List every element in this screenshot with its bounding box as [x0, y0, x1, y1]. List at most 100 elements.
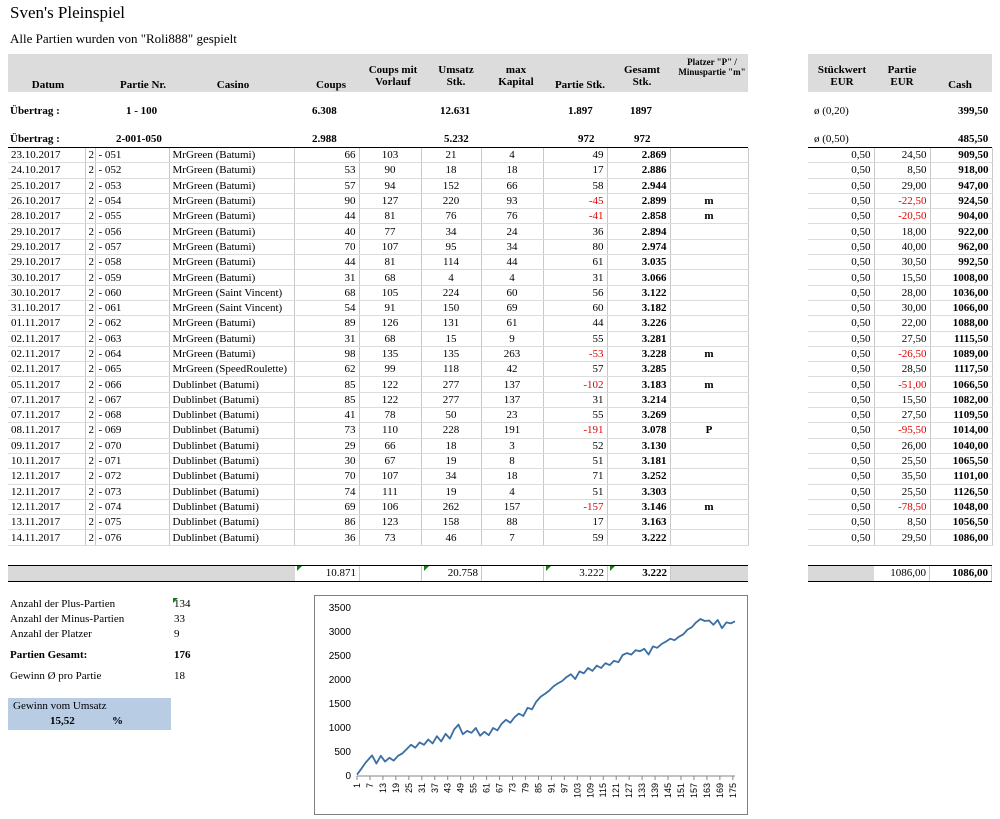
- cumulative-line-chart: 0 500 1000 1500 2000 2500 3000 3500 1 7 13 19 25 31 37…: [314, 595, 748, 815]
- table-row: 0,50 24,50 909,50: [808, 148, 993, 164]
- cell-series: 2: [85, 331, 96, 347]
- cell-platzer: [670, 223, 749, 240]
- games-table: 23.10.2017 2- 051 MrGreen (Batumi) 66 103 21 4…: [8, 148, 749, 546]
- cell-cash: 1082,00: [930, 392, 993, 409]
- uebertrag-gesamt: 1897: [630, 105, 652, 117]
- cell-stueckwert: 0,50: [808, 453, 875, 470]
- cell-partie-stk: 31: [543, 269, 608, 286]
- y-tick-label: 2500: [329, 651, 352, 662]
- cell-coups: 31: [294, 269, 360, 286]
- cell-coups: 57: [294, 178, 360, 194]
- header-cash: Cash: [948, 79, 972, 91]
- uebertrag-nr: 2-001-050: [116, 133, 162, 145]
- cell-gesamt-stk: 3.066: [607, 269, 671, 286]
- cell-gesamt-stk: 3.078: [607, 422, 671, 439]
- stat-plus-label: Anzahl der Plus-Partien: [10, 598, 116, 610]
- cell-umsatz: 131: [421, 315, 482, 332]
- table-row: 0,50 8,50 1056,50: [808, 514, 993, 531]
- cell-cash: 1115,50: [930, 331, 993, 347]
- cell-series: 2: [85, 376, 96, 393]
- cell-casino: MrGreen (Saint Vincent): [169, 285, 295, 301]
- cell-partie-stk: 71: [543, 468, 608, 485]
- cell-stueckwert: 0,50: [808, 269, 875, 286]
- cell-series: 2: [85, 162, 96, 179]
- cell-coups: 70: [294, 239, 360, 256]
- cell-series: 2: [85, 407, 96, 424]
- cell-datum: 29.10.2017: [8, 254, 86, 271]
- cell-casino: MrGreen (Batumi): [169, 269, 295, 286]
- cell-partie-stk: 80: [543, 239, 608, 256]
- cell-cash: 904,00: [930, 208, 993, 225]
- cell-datum: 25.10.2017: [8, 178, 86, 194]
- cell-coups: 85: [294, 376, 360, 393]
- page-subtitle: Alle Partien wurden von "Roli888" gespie…: [10, 31, 237, 46]
- cell-series: 2: [85, 254, 96, 271]
- cell-platzer: [670, 331, 749, 347]
- table-row: 0,50 27,50 1115,50: [808, 331, 993, 347]
- table-row: 25.10.2017 2- 053 MrGreen (Batumi) 57 94 152 6…: [8, 178, 749, 194]
- cell-nr: - 072: [95, 468, 170, 485]
- cell-stueckwert: 0,50: [808, 484, 875, 500]
- cell-nr: - 061: [95, 300, 170, 317]
- cell-vorlauf: 111: [359, 484, 422, 500]
- table-row: 30.10.2017 2- 060 MrGreen (Saint Vincent) 6…: [8, 285, 749, 301]
- cell-stueckwert: 0,50: [808, 223, 875, 240]
- cell-platzer: [670, 315, 749, 332]
- cell-cash: 1065,50: [930, 453, 993, 470]
- x-tick-label: 55: [469, 783, 479, 793]
- table-row: 31.10.2017 2- 061 MrGreen (Saint Vincent) 5…: [8, 300, 749, 317]
- cell-cash: 922,00: [930, 223, 993, 240]
- cell-casino: Dublinbet (Batumi): [169, 407, 295, 424]
- series-line: [356, 618, 736, 776]
- cell-kapital: 191: [481, 422, 544, 439]
- stat-gewinn-label: Gewinn Ø pro Partie: [10, 670, 102, 682]
- x-tick-label: 133: [637, 783, 647, 798]
- cell-cash: 924,50: [930, 193, 993, 210]
- header-max-kapital: max Kapital: [498, 64, 534, 88]
- cell-casino: MrGreen (Batumi): [169, 346, 295, 363]
- cell-coups: 86: [294, 514, 360, 531]
- cell-umsatz: 118: [421, 361, 482, 378]
- uebertrag-umsatz: 12.631: [440, 105, 471, 117]
- cell-partie-stk: 44: [543, 315, 608, 332]
- x-tick-label: 25: [404, 783, 414, 793]
- cell-coups: 74: [294, 484, 360, 500]
- cell-stueckwert: 0,50: [808, 392, 875, 409]
- cell-nr: - 073: [95, 484, 170, 500]
- table-row: 0,50 -20,50 904,00: [808, 208, 993, 225]
- stat-minus-label: Anzahl der Minus-Partien: [10, 613, 125, 625]
- cell-stueckwert: 0,50: [808, 407, 875, 424]
- table-row: 0,50 8,50 918,00: [808, 162, 993, 179]
- cell-platzer: [670, 239, 749, 256]
- table-row: 0,50 25,50 1065,50: [808, 453, 993, 470]
- table-row: 29.10.2017 2- 057 MrGreen (Batumi) 70 107 95 3…: [8, 239, 749, 256]
- cell-kapital: 8: [481, 453, 544, 470]
- cell-coups: 98: [294, 346, 360, 363]
- cell-stueckwert: 0,50: [808, 529, 875, 546]
- total-vorlauf: [360, 566, 422, 581]
- cell-platzer: [670, 178, 749, 194]
- cell-platzer: [670, 468, 749, 485]
- table-row: 24.10.2017 2- 052 MrGreen (Batumi) 53 90 18 18…: [8, 162, 749, 179]
- cell-umsatz: 152: [421, 178, 482, 194]
- gewinn-vom-umsatz-box: Gewinn vom Umsatz 15,52 %: [8, 698, 171, 730]
- uebertrag-nr: 1 - 100: [126, 105, 158, 117]
- cell-gesamt-stk: 3.146: [607, 499, 671, 516]
- stat-platzer-label: Anzahl der Platzer: [10, 628, 92, 640]
- cell-partie-stk: 51: [543, 484, 608, 500]
- totals-row: 10.871 20.758 3.222 3.222: [8, 565, 748, 582]
- cell-vorlauf: 68: [359, 331, 422, 347]
- cell-kapital: 88: [481, 514, 544, 531]
- cell-vorlauf: 81: [359, 208, 422, 225]
- cell-coups: 53: [294, 162, 360, 179]
- cell-vorlauf: 107: [359, 468, 422, 485]
- cell-umsatz: 34: [421, 468, 482, 485]
- cell-datum: 02.11.2017: [8, 361, 86, 378]
- cell-datum: 29.10.2017: [8, 223, 86, 240]
- cell-kapital: 9: [481, 331, 544, 347]
- cell-datum: 05.11.2017: [8, 376, 86, 393]
- cell-stueckwert: 0,50: [808, 361, 875, 378]
- chart-svg: 0 500 1000 1500 2000 2500 3000 3500 1 7 13 19 25 31 37…: [329, 603, 738, 798]
- total-coups: 10.871: [295, 566, 360, 581]
- cell-partie-eur: 24,50: [874, 148, 931, 164]
